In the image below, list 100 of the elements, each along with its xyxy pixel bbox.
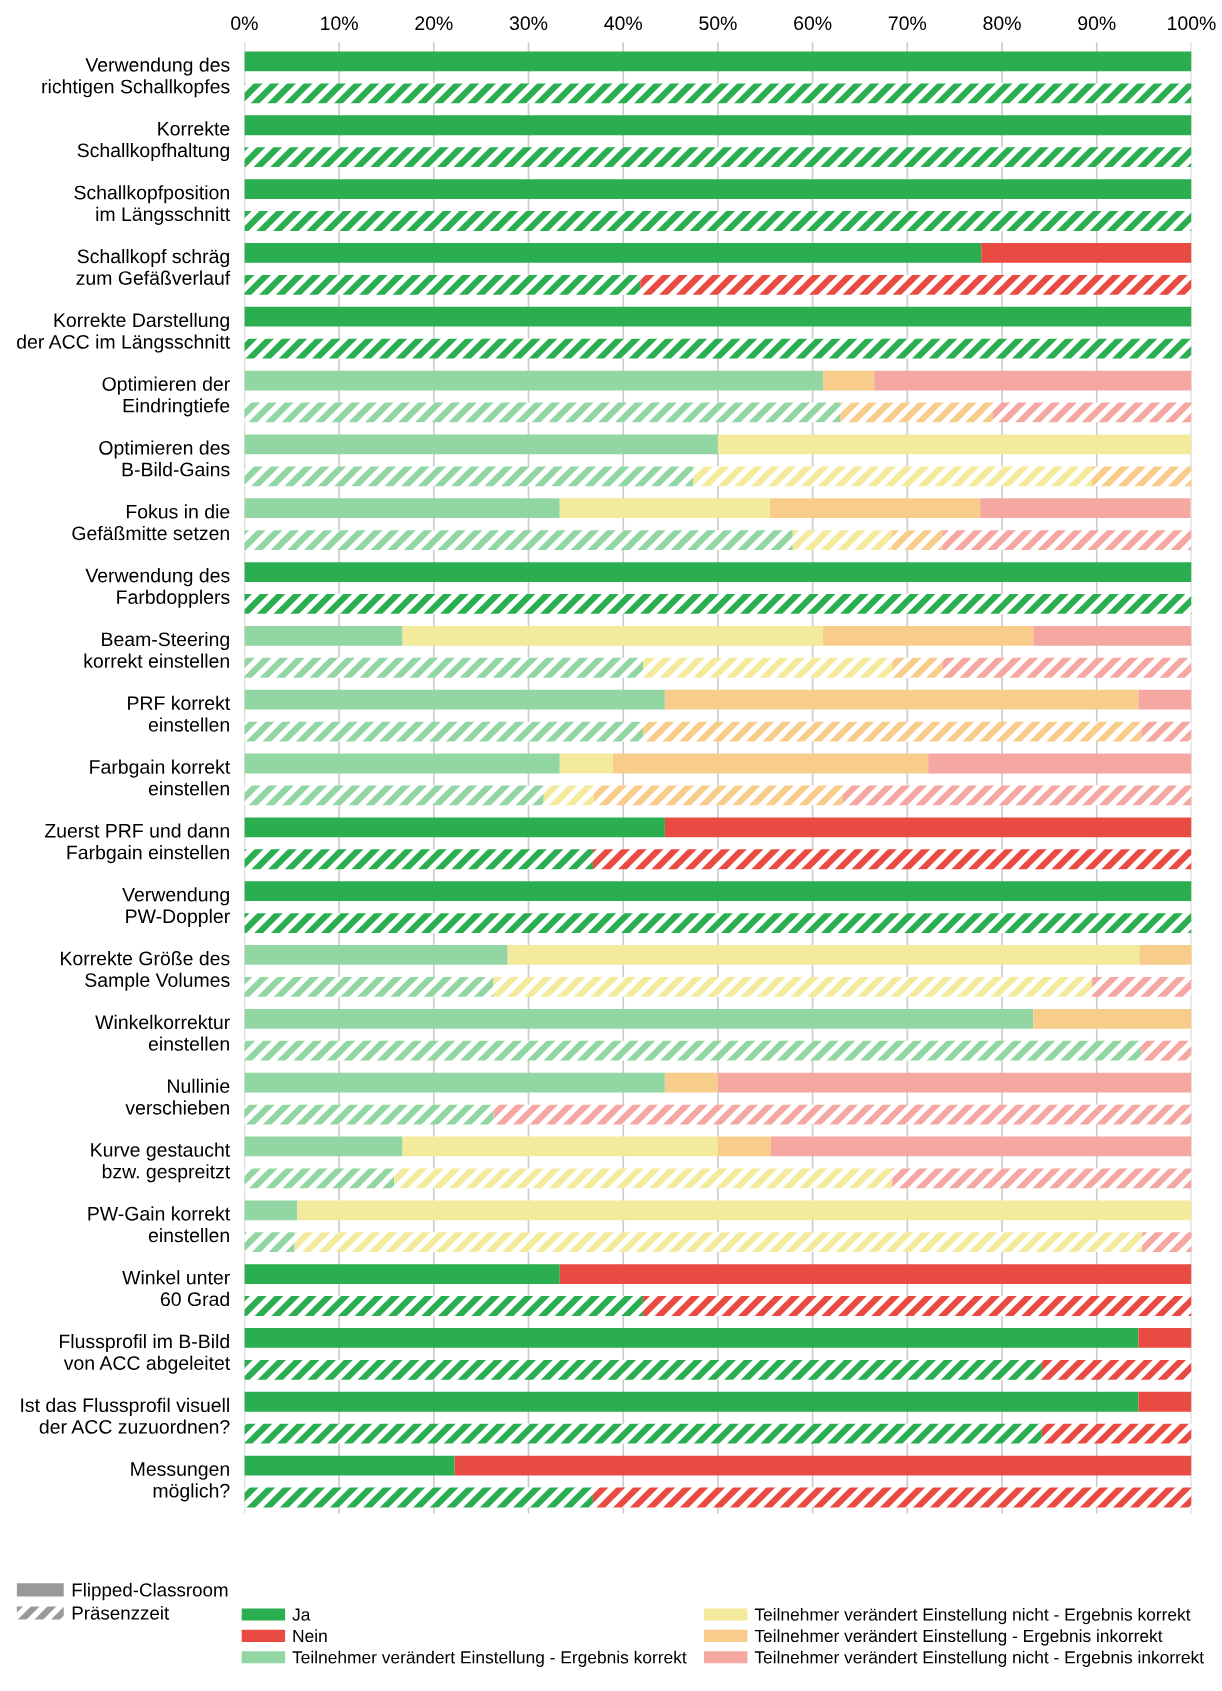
bar [842,785,1192,806]
bar [244,530,793,550]
bar [770,1136,1192,1157]
bar [244,1200,298,1221]
text: Flipped-Classroom [72,1582,228,1601]
bar [244,179,1192,199]
y-tick-label: Winkelkorrektur einstellen [95,1014,230,1051]
y-tick-label: Schallkopf schräg zum Gefäßverlauf [76,248,231,285]
x-tick-label: 50% [699,16,737,31]
bar [244,721,644,742]
y-tick-label: Fokus in die Gefäßmitte setzen [72,504,230,541]
bar [402,625,824,646]
bar [244,1136,403,1157]
bar [244,434,718,455]
bar [1138,1328,1192,1348]
bar [244,338,1192,359]
bar [244,817,665,838]
bar [244,1455,455,1476]
bar [244,243,982,263]
bar [840,402,993,423]
bar [559,753,613,774]
x-tick-label: 80% [983,16,1021,31]
bar [643,721,1142,742]
bar [244,402,841,423]
bar [592,1487,1192,1508]
bar [717,1072,1192,1093]
bar [244,498,560,519]
bar [493,1104,1192,1125]
bar [1141,1040,1192,1061]
bar [823,370,875,391]
bar [244,1359,1042,1380]
bar [664,689,1139,710]
x-tick-label: 40% [604,16,642,31]
y-tick-label: Ist das Flussprofil visuell der ACC zuzuordnen? [21,1397,230,1434]
bar [1142,1232,1192,1253]
bar [1033,1008,1192,1029]
x-tick-label: 10% [321,16,358,31]
y-tick-label: Winkel unter 60 Grad [122,1270,230,1307]
bar [507,945,1140,965]
bar [874,370,1192,391]
bar [244,689,665,710]
bar [643,1296,1192,1316]
y-tick-label: Farbgain korrekt einstellen [90,759,231,796]
bar [244,913,1192,933]
bar [244,1391,1139,1412]
bar [1092,976,1192,997]
y-tick-label: Korrekte Darstellung der ACC im Längsschnitt [17,312,231,353]
y-tick-label: PRF korrekt einstellen [128,695,231,732]
bar [244,370,824,391]
bar [244,1040,1142,1061]
legend-label: Nein [293,1629,327,1643]
bar [792,530,893,550]
bar [1139,945,1192,965]
bar [244,785,544,806]
x-tick-label: 90% [1078,16,1116,31]
bar [942,657,1192,678]
bar [892,1168,1192,1189]
bar [1138,689,1192,710]
bar [592,849,1192,870]
y-tick-label: Messungen möglich? [131,1462,230,1502]
y-tick-label: Optimieren des B-Bild-Gains [99,440,230,477]
x-tick-label: 30% [509,16,548,31]
bar [244,562,1192,582]
y-tick-label: Optimieren der Eindringtiefe [102,376,230,417]
y-tick-label: Zuerst PRF und dann Farbgain einstellen [44,823,229,864]
bar [892,530,943,550]
bar [402,1136,718,1157]
bar [244,1328,1139,1348]
y-tick-label: Kurve gestaucht bzw. gespreitzt [91,1142,231,1183]
bar [244,83,1192,104]
bar [244,1072,665,1093]
bar [593,785,843,806]
bar [992,402,1192,423]
legend-label: Teilnehmer verändert Einstellung nicht - Ergebnis korrekt [754,1607,1191,1625]
y-tick-label: Verwendung des richtigen Schallkopfes [42,57,230,98]
bar [928,753,1192,774]
y-tick-label: Nullinie verschieben [125,1078,230,1115]
bar [244,1296,644,1316]
bar [244,976,494,997]
bar [1138,1391,1192,1412]
y-tick-label: Schallkopfposition im Längsschnitt [74,185,231,225]
bar [244,306,1192,327]
bar [892,657,943,678]
bar [640,274,1192,295]
y-tick-label: Flussprofil im B-Bild von ACC abgeleitet [60,1333,231,1374]
bar [244,753,560,774]
bar [297,1200,1192,1221]
bar [244,657,644,678]
bar [244,51,1192,72]
x-tick-label: 20% [415,16,453,31]
bar [1041,1359,1192,1380]
bar [980,498,1191,519]
bar [244,115,1192,136]
bar [244,625,403,646]
legend-label: Teilnehmer verändert Einstellung - Ergebnis inkorrekt [754,1629,1163,1646]
bar [244,881,1192,902]
bar [244,274,641,295]
bar [664,817,1192,838]
x-tick-label: 60% [794,16,832,31]
bar [942,530,1192,550]
